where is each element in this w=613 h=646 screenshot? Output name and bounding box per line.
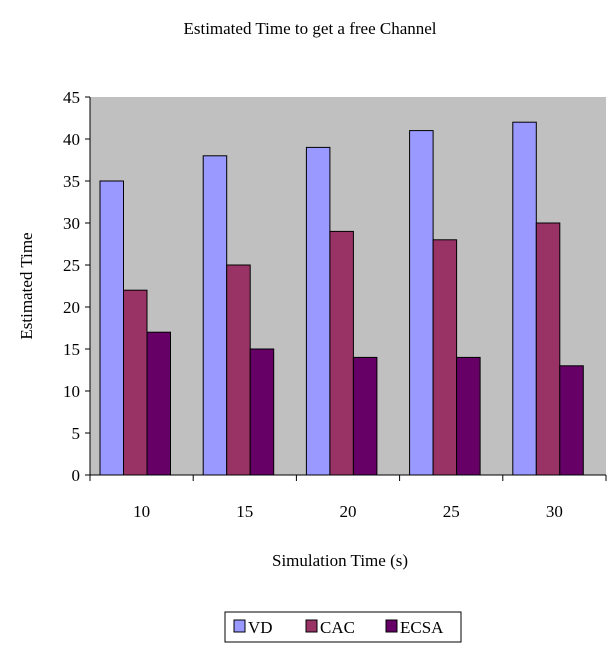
legend-label-vd: VD xyxy=(248,618,273,637)
legend-swatch-cac xyxy=(305,619,318,633)
y-tick-label: 45 xyxy=(63,88,80,107)
bar-vd-20 xyxy=(305,146,331,476)
y-tick-label: 5 xyxy=(72,424,81,443)
bar-ecsa-20 xyxy=(352,356,378,476)
bar-ecsa-30 xyxy=(559,365,584,476)
legend-swatch-vd xyxy=(233,619,246,633)
legend-label-cac: CAC xyxy=(320,618,355,637)
bar-cac-30 xyxy=(535,222,561,476)
bar-vd-30 xyxy=(512,121,537,476)
bar-cac-20 xyxy=(329,230,354,476)
legend-label-ecsa: ECSA xyxy=(400,618,444,637)
x-tick-label: 10 xyxy=(133,502,150,521)
y-tick-label: 40 xyxy=(63,130,80,149)
legend-box xyxy=(224,611,462,643)
y-tick-label: 0 xyxy=(72,466,81,485)
x-axis-ticks: 10 15 20 25 30 xyxy=(89,475,607,521)
y-tick-label: 35 xyxy=(63,172,80,191)
x-tick-label: 30 xyxy=(546,502,563,521)
legend-swatch-ecsa xyxy=(385,619,398,633)
y-tick-label: 15 xyxy=(63,340,80,359)
y-axis-ticks: 0 5 10 15 20 25 30 35 40 45 xyxy=(63,88,90,485)
bar-vd-15 xyxy=(202,155,228,476)
bar-ecsa-10 xyxy=(146,331,171,476)
bars xyxy=(99,121,584,476)
bar-ecsa-25 xyxy=(456,356,481,476)
bar-cac-15 xyxy=(226,264,251,476)
y-tick-label: 30 xyxy=(63,214,80,233)
x-tick-label: 15 xyxy=(236,502,253,521)
y-tick-label: 20 xyxy=(63,298,80,317)
bar-cac-10 xyxy=(123,289,148,476)
y-tick-label: 25 xyxy=(63,256,80,275)
bar-vd-25 xyxy=(409,130,434,476)
x-tick-label: 20 xyxy=(340,502,357,521)
bar-ecsa-15 xyxy=(249,348,275,476)
x-tick-label: 25 xyxy=(443,502,460,521)
legend: VD CAC ECSA xyxy=(224,611,462,643)
bar-vd-10 xyxy=(99,180,124,476)
x-axis-label: Simulation Time (s) xyxy=(272,551,408,570)
axes xyxy=(89,97,606,476)
y-tick-label: 10 xyxy=(63,382,80,401)
y-axis-label: Estimated Time xyxy=(17,232,36,339)
bar-cac-25 xyxy=(432,239,458,476)
chart-title: Estimated Time to get a free Channel xyxy=(183,19,436,38)
